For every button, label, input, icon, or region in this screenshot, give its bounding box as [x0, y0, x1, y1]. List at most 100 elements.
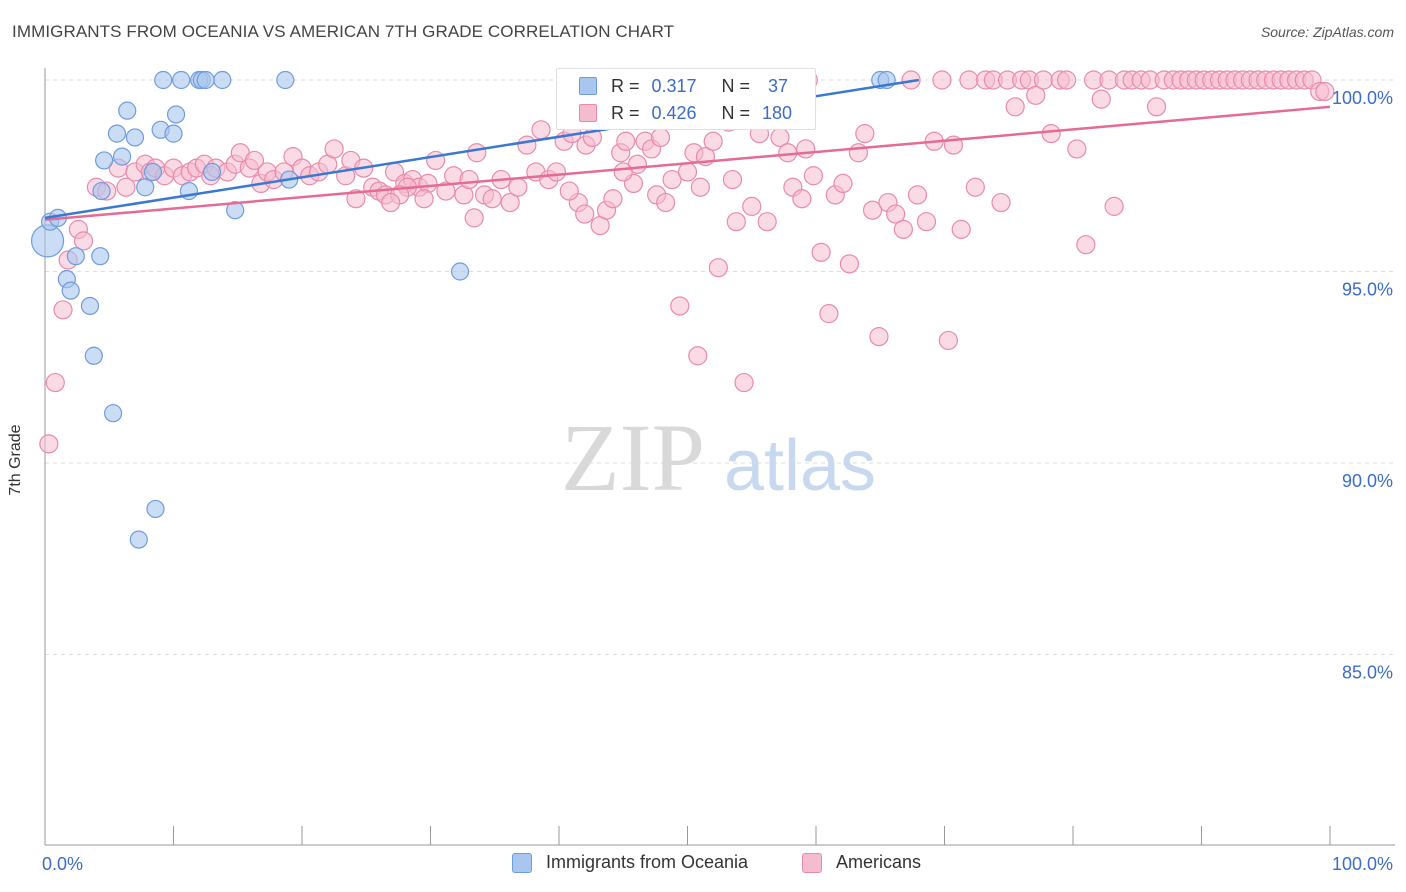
n-value-oceania: 37 — [768, 75, 789, 96]
legend-label-oceania: Immigrants from Oceania — [546, 852, 749, 872]
r-value-americans: 0.426 — [651, 102, 697, 123]
y-tick-label: 85.0% — [1342, 663, 1393, 683]
data-point-oceania — [226, 201, 245, 220]
data-point-americans — [796, 139, 816, 159]
data-point-americans — [650, 127, 671, 148]
data-point-oceania — [112, 147, 132, 166]
data-point-oceania — [61, 281, 80, 300]
data-point-oceania — [172, 70, 191, 90]
data-point-americans — [886, 204, 906, 224]
data-point-americans — [1056, 70, 1077, 90]
data-point-americans — [500, 192, 520, 213]
data-point-oceania — [164, 124, 183, 143]
data-point-oceania — [146, 499, 165, 519]
data-point-americans — [677, 162, 698, 182]
source-label: Source: ZipAtlas.com — [1260, 24, 1394, 40]
y-tick-label: 100.0% — [1332, 88, 1393, 108]
data-point-americans — [508, 177, 528, 197]
n-label: N = — [721, 75, 751, 96]
n-value-americans: 180 — [762, 102, 793, 123]
x-tick-label: 100.0% — [1332, 854, 1393, 874]
data-point-americans — [907, 185, 928, 205]
data-point-americans — [603, 189, 623, 209]
data-point-americans — [116, 177, 136, 197]
data-point-oceania — [166, 105, 186, 124]
data-point-oceania — [276, 70, 295, 90]
legend-row-americans: R = 0.426 N = 180 — [579, 102, 792, 124]
data-point-americans — [708, 258, 728, 278]
data-point-oceania — [84, 346, 103, 365]
legend-item-oceania[interactable]: Immigrants from Oceania — [512, 852, 748, 873]
data-point-oceania — [95, 151, 114, 170]
data-point-americans — [464, 208, 484, 228]
y-tick-label: 90.0% — [1342, 471, 1393, 491]
data-point-americans — [811, 242, 831, 262]
data-point-americans — [1067, 139, 1087, 159]
series-legend: Immigrants from Oceania Americans — [0, 852, 1406, 878]
data-point-oceania — [196, 70, 215, 90]
data-point-americans — [742, 196, 762, 216]
data-point-americans — [951, 219, 971, 239]
stats-legend: R = 0.317 N = 37 R = 0.426 N = 180 — [556, 68, 816, 130]
legend-swatch-oceania — [579, 77, 597, 95]
data-point-americans — [346, 189, 366, 209]
data-point-americans — [1076, 235, 1096, 255]
data-point-americans — [757, 212, 777, 232]
data-point-oceania — [136, 178, 155, 197]
legend-swatch-americans — [579, 104, 597, 122]
y-axis-label: 7th Grade — [7, 424, 24, 496]
data-point-americans — [938, 330, 958, 351]
y-tick-labels: 100.0% 95.0% 90.0% 85.0% — [1332, 88, 1393, 683]
data-point-americans — [893, 219, 913, 239]
data-point-oceania — [118, 101, 137, 120]
data-point-americans — [53, 300, 73, 320]
data-point-americans — [734, 372, 754, 393]
data-point-oceania — [92, 181, 111, 201]
data-point-americans — [991, 192, 1011, 213]
axes — [44, 68, 1395, 846]
data-point-oceania — [91, 247, 110, 266]
data-point-americans — [324, 139, 344, 159]
data-point-americans — [414, 189, 434, 209]
data-point-americans — [670, 296, 690, 316]
data-point-americans — [722, 169, 743, 190]
legend-item-americans[interactable]: Americans — [802, 852, 921, 873]
data-point-oceania — [80, 296, 100, 316]
r-value-oceania: 0.317 — [651, 75, 697, 96]
r-label: R = — [611, 75, 640, 96]
data-point-americans — [459, 169, 479, 190]
data-point-americans — [436, 181, 456, 201]
x-tick-labels: 0.0% 100.0% — [42, 854, 1393, 874]
data-point-americans — [932, 70, 952, 90]
data-point-americans — [862, 200, 883, 220]
watermark-zip: ZIP — [561, 404, 705, 511]
data-point-americans — [517, 135, 537, 155]
data-point-americans — [833, 173, 853, 194]
data-point-americans — [688, 346, 708, 366]
data-point-americans — [1315, 81, 1335, 102]
data-point-americans — [546, 162, 567, 182]
data-point-oceania — [154, 70, 173, 90]
data-point-americans — [531, 120, 551, 140]
chart-title: IMMIGRANTS FROM OCEANIA VS AMERICAN 7TH … — [12, 22, 675, 41]
data-point-americans — [690, 177, 710, 197]
data-point-americans — [575, 204, 595, 224]
n-label: N = — [721, 102, 751, 123]
data-point-americans — [965, 177, 985, 197]
data-point-americans — [703, 131, 723, 151]
legend-swatch-oceania — [512, 852, 532, 873]
data-point-americans — [1026, 85, 1046, 105]
r-label: R = — [611, 102, 640, 123]
data-point-americans — [959, 70, 979, 90]
legend-swatch-americans — [802, 852, 822, 873]
data-point-oceania — [129, 530, 148, 549]
data-point-americans — [839, 254, 860, 274]
watermark: ZIP atlas — [561, 404, 876, 511]
data-point-americans — [792, 189, 812, 209]
data-point-americans — [467, 143, 487, 163]
data-point-americans — [381, 192, 401, 213]
data-point-americans — [869, 327, 889, 347]
watermark-atlas: atlas — [724, 426, 876, 506]
x-tick-label: 0.0% — [42, 854, 83, 874]
